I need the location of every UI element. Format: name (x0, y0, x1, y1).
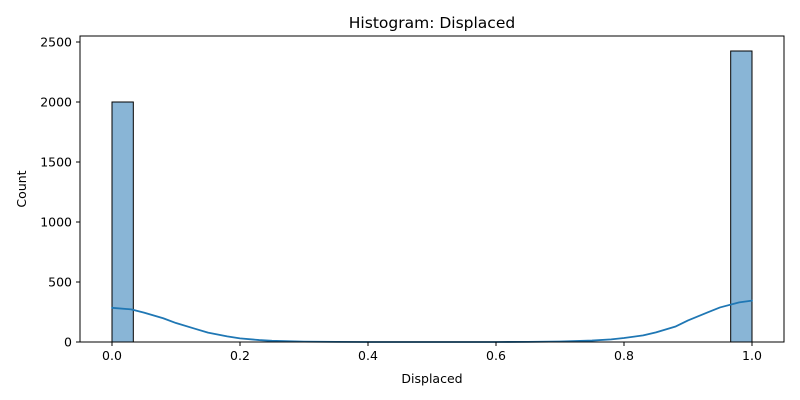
x-tick-label: 0.8 (614, 348, 634, 363)
bars-layer (111, 50, 753, 343)
y-tick-label: 500 (48, 275, 72, 290)
x-axis: 0.0 0.2 0.4 0.6 0.8 1.0 (102, 342, 762, 363)
chart-title: Histogram: Displaced (349, 14, 515, 32)
histogram-bar (730, 50, 753, 343)
kde-layer (111, 299, 753, 343)
y-tick-label: 1000 (40, 215, 72, 230)
x-tick-label: 0.4 (358, 348, 378, 363)
y-tick-label: 2000 (40, 95, 72, 110)
histogram-bar (111, 101, 134, 343)
x-tick-label: 0.6 (486, 348, 506, 363)
y-axis: 0 500 1000 1500 2000 2500 (40, 35, 80, 350)
x-tick-label: 1.0 (742, 348, 762, 363)
y-tick-label: 0 (64, 335, 72, 350)
y-axis-title: Count (14, 170, 29, 207)
x-tick-label: 0.2 (230, 348, 250, 363)
x-axis-title: Displaced (401, 371, 462, 386)
x-tick-label: 0.0 (102, 348, 122, 363)
y-tick-label: 1500 (40, 155, 72, 170)
plot-frame (79, 35, 785, 343)
y-tick-label: 2500 (40, 35, 72, 50)
kde-line (111, 299, 753, 343)
